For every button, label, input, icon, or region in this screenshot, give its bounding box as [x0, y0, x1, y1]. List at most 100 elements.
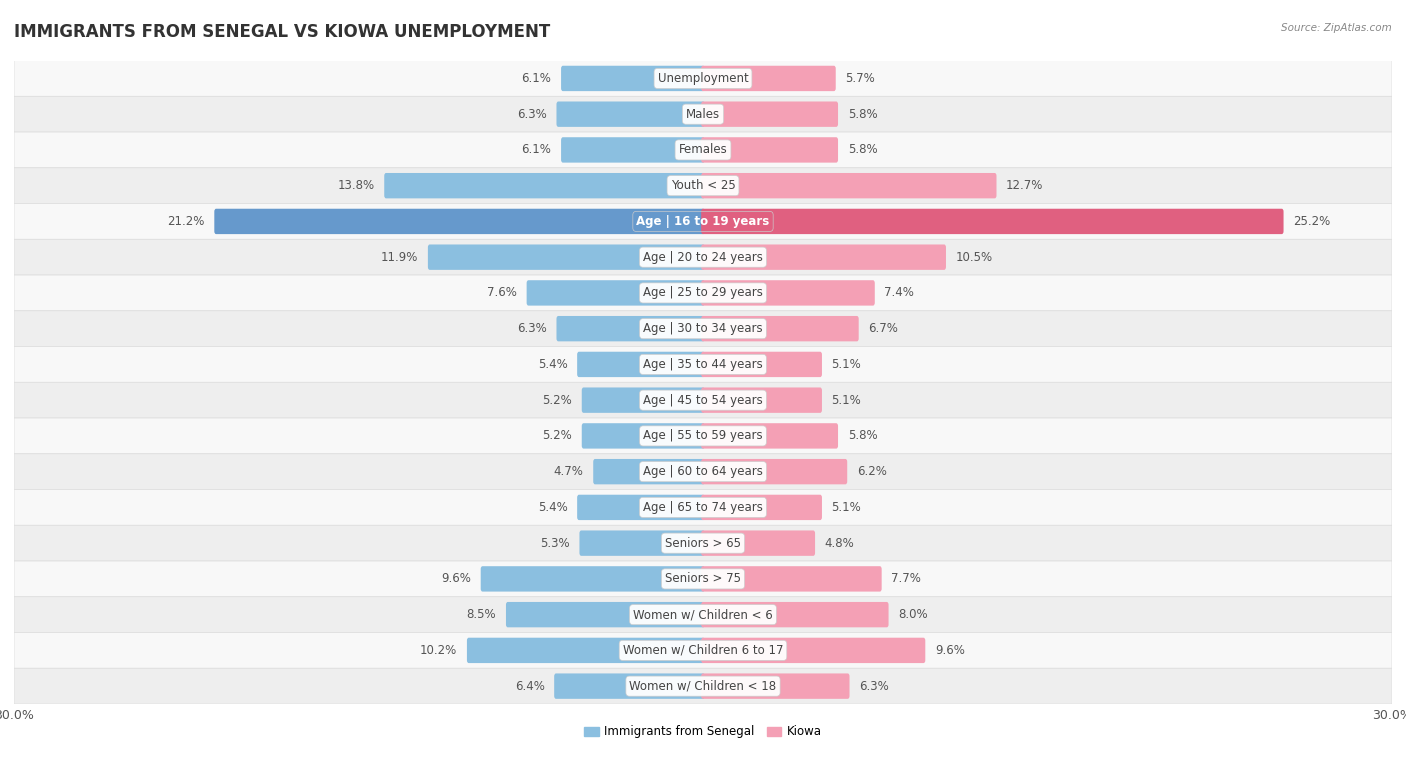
Text: 5.1%: 5.1%: [831, 501, 862, 514]
FancyBboxPatch shape: [384, 173, 704, 198]
Text: Males: Males: [686, 107, 720, 120]
FancyBboxPatch shape: [702, 352, 823, 377]
Text: Women w/ Children 6 to 17: Women w/ Children 6 to 17: [623, 644, 783, 657]
Text: 6.4%: 6.4%: [515, 680, 544, 693]
FancyBboxPatch shape: [14, 597, 1392, 633]
FancyBboxPatch shape: [481, 566, 704, 591]
Text: 5.8%: 5.8%: [848, 429, 877, 442]
FancyBboxPatch shape: [582, 423, 704, 449]
Text: Age | 25 to 29 years: Age | 25 to 29 years: [643, 286, 763, 300]
Text: 7.4%: 7.4%: [884, 286, 914, 300]
FancyBboxPatch shape: [582, 388, 704, 413]
FancyBboxPatch shape: [14, 490, 1392, 525]
FancyBboxPatch shape: [702, 388, 823, 413]
FancyBboxPatch shape: [14, 275, 1392, 311]
Text: Age | 60 to 64 years: Age | 60 to 64 years: [643, 465, 763, 478]
Text: Age | 30 to 34 years: Age | 30 to 34 years: [643, 322, 763, 335]
FancyBboxPatch shape: [14, 132, 1392, 168]
Text: 5.7%: 5.7%: [845, 72, 875, 85]
Text: 21.2%: 21.2%: [167, 215, 205, 228]
FancyBboxPatch shape: [14, 204, 1392, 239]
Text: 25.2%: 25.2%: [1294, 215, 1330, 228]
FancyBboxPatch shape: [557, 101, 704, 127]
Text: Age | 35 to 44 years: Age | 35 to 44 years: [643, 358, 763, 371]
FancyBboxPatch shape: [702, 280, 875, 306]
Text: 4.7%: 4.7%: [554, 465, 583, 478]
FancyBboxPatch shape: [702, 602, 889, 628]
FancyBboxPatch shape: [702, 245, 946, 269]
Text: 8.0%: 8.0%: [898, 608, 928, 621]
FancyBboxPatch shape: [14, 239, 1392, 275]
Text: 5.1%: 5.1%: [831, 358, 862, 371]
Text: 11.9%: 11.9%: [381, 251, 418, 263]
FancyBboxPatch shape: [576, 495, 704, 520]
FancyBboxPatch shape: [14, 453, 1392, 490]
Text: Women w/ Children < 6: Women w/ Children < 6: [633, 608, 773, 621]
Text: 6.2%: 6.2%: [856, 465, 887, 478]
FancyBboxPatch shape: [467, 637, 704, 663]
Text: Seniors > 75: Seniors > 75: [665, 572, 741, 585]
Text: Females: Females: [679, 143, 727, 157]
Text: Unemployment: Unemployment: [658, 72, 748, 85]
FancyBboxPatch shape: [527, 280, 704, 306]
Text: 5.4%: 5.4%: [537, 501, 568, 514]
Text: 9.6%: 9.6%: [441, 572, 471, 585]
Text: 5.3%: 5.3%: [540, 537, 569, 550]
Text: 7.7%: 7.7%: [891, 572, 921, 585]
Text: 5.2%: 5.2%: [543, 429, 572, 442]
FancyBboxPatch shape: [14, 96, 1392, 132]
FancyBboxPatch shape: [702, 637, 925, 663]
FancyBboxPatch shape: [702, 423, 838, 449]
Text: Age | 55 to 59 years: Age | 55 to 59 years: [643, 429, 763, 442]
Text: 5.1%: 5.1%: [831, 394, 862, 407]
FancyBboxPatch shape: [557, 316, 704, 341]
Text: 5.4%: 5.4%: [537, 358, 568, 371]
Text: Age | 20 to 24 years: Age | 20 to 24 years: [643, 251, 763, 263]
FancyBboxPatch shape: [576, 352, 704, 377]
FancyBboxPatch shape: [214, 209, 704, 234]
Text: 5.2%: 5.2%: [543, 394, 572, 407]
FancyBboxPatch shape: [14, 311, 1392, 347]
FancyBboxPatch shape: [14, 168, 1392, 204]
FancyBboxPatch shape: [14, 633, 1392, 668]
FancyBboxPatch shape: [702, 566, 882, 591]
Text: 6.1%: 6.1%: [522, 72, 551, 85]
Text: IMMIGRANTS FROM SENEGAL VS KIOWA UNEMPLOYMENT: IMMIGRANTS FROM SENEGAL VS KIOWA UNEMPLO…: [14, 23, 550, 41]
FancyBboxPatch shape: [702, 173, 997, 198]
FancyBboxPatch shape: [579, 531, 704, 556]
FancyBboxPatch shape: [702, 101, 838, 127]
Text: Women w/ Children < 18: Women w/ Children < 18: [630, 680, 776, 693]
FancyBboxPatch shape: [561, 66, 704, 91]
FancyBboxPatch shape: [702, 531, 815, 556]
Legend: Immigrants from Senegal, Kiowa: Immigrants from Senegal, Kiowa: [579, 721, 827, 743]
FancyBboxPatch shape: [702, 66, 835, 91]
Text: Source: ZipAtlas.com: Source: ZipAtlas.com: [1281, 23, 1392, 33]
FancyBboxPatch shape: [427, 245, 704, 269]
Text: Age | 16 to 19 years: Age | 16 to 19 years: [637, 215, 769, 228]
Text: 6.1%: 6.1%: [522, 143, 551, 157]
FancyBboxPatch shape: [702, 209, 1284, 234]
Text: 8.5%: 8.5%: [467, 608, 496, 621]
FancyBboxPatch shape: [14, 561, 1392, 597]
FancyBboxPatch shape: [14, 525, 1392, 561]
FancyBboxPatch shape: [14, 382, 1392, 418]
Text: 6.3%: 6.3%: [859, 680, 889, 693]
FancyBboxPatch shape: [702, 137, 838, 163]
Text: 6.3%: 6.3%: [517, 322, 547, 335]
FancyBboxPatch shape: [702, 316, 859, 341]
Text: 13.8%: 13.8%: [337, 179, 374, 192]
Text: 6.7%: 6.7%: [869, 322, 898, 335]
FancyBboxPatch shape: [554, 674, 704, 699]
Text: 10.5%: 10.5%: [956, 251, 993, 263]
FancyBboxPatch shape: [14, 418, 1392, 453]
FancyBboxPatch shape: [702, 459, 848, 484]
Text: 12.7%: 12.7%: [1007, 179, 1043, 192]
FancyBboxPatch shape: [506, 602, 704, 628]
Text: 5.8%: 5.8%: [848, 107, 877, 120]
Text: Seniors > 65: Seniors > 65: [665, 537, 741, 550]
FancyBboxPatch shape: [702, 495, 823, 520]
FancyBboxPatch shape: [593, 459, 704, 484]
Text: Youth < 25: Youth < 25: [671, 179, 735, 192]
Text: 6.3%: 6.3%: [517, 107, 547, 120]
Text: Age | 45 to 54 years: Age | 45 to 54 years: [643, 394, 763, 407]
